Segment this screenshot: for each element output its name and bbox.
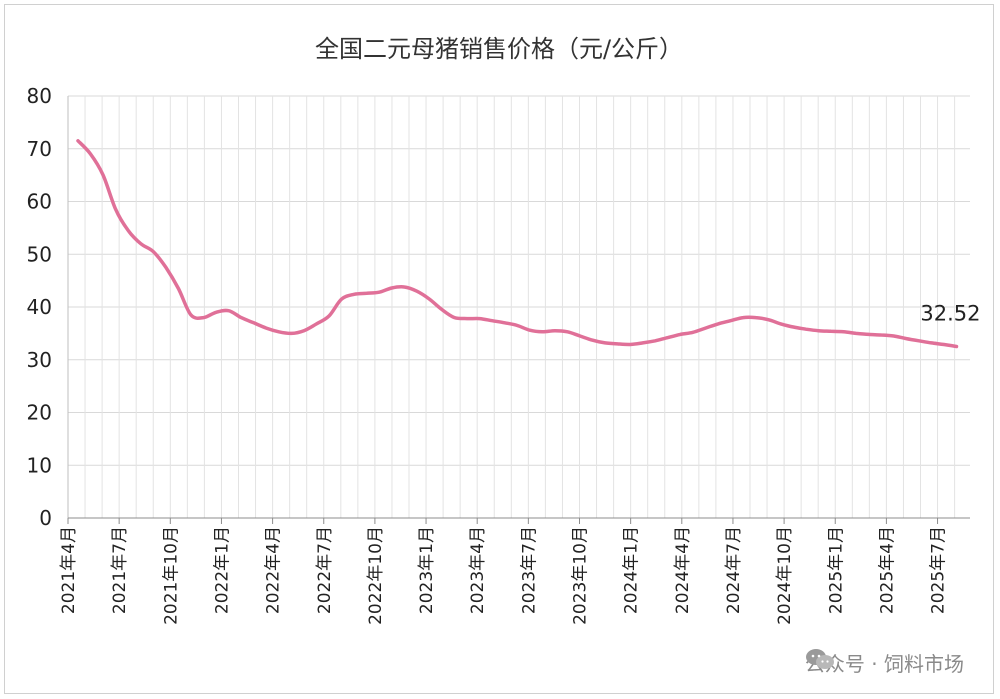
x-tick-label: 2022年4月	[264, 526, 284, 614]
x-tick-label: 2023年4月	[468, 526, 488, 614]
x-tick-label: 2022年7月	[315, 526, 335, 614]
x-tick-label: 2021年10月	[161, 526, 181, 625]
x-tick-label: 2024年4月	[673, 526, 693, 614]
wechat-icon	[805, 649, 834, 669]
x-tick-label: 2023年7月	[519, 526, 539, 614]
y-tick-label: 50	[27, 242, 52, 266]
y-tick-label: 40	[27, 295, 52, 319]
y-tick-label: 0	[39, 506, 52, 530]
x-tick-label: 2024年7月	[724, 526, 744, 614]
watermark: 公众号 · 饲料市场	[805, 648, 964, 677]
x-tick-label: 2025年4月	[877, 526, 897, 614]
chart-frame: 全国二元母猪销售价格（元/公斤）	[4, 4, 994, 694]
y-tick-label: 60	[27, 190, 52, 214]
y-tick-label: 30	[27, 348, 52, 372]
chart-title: 全国二元母猪销售价格（元/公斤）	[314, 35, 684, 63]
x-tick-label: 2023年10月	[571, 526, 591, 625]
x-tick-label: 2024年10月	[775, 526, 795, 625]
x-tick-label: 2021年4月	[59, 526, 79, 614]
y-tick-label: 70	[27, 137, 52, 161]
y-tick-label: 80	[27, 84, 52, 108]
x-tick-label: 2024年1月	[622, 526, 642, 614]
x-tick-label: 2022年10月	[366, 526, 386, 625]
x-tick-label: 2023年1月	[417, 526, 437, 614]
y-tick-label: 20	[27, 401, 52, 425]
series-line	[76, 139, 959, 349]
x-tick-label: 2021年7月	[110, 526, 130, 614]
x-tick-label: 2025年1月	[826, 526, 846, 614]
y-tick-label: 10	[27, 453, 52, 477]
x-tick-label: 2022年1月	[212, 526, 232, 614]
data-label-last: 32.52	[920, 301, 980, 325]
x-tick-label: 2025年7月	[929, 526, 949, 614]
